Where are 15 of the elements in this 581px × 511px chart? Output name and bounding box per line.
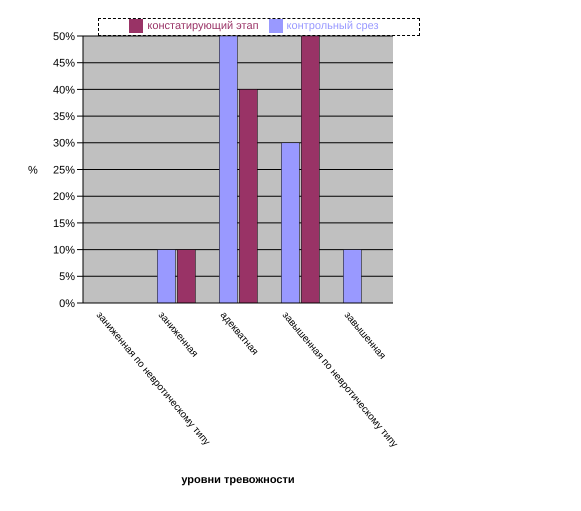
- legend-label: контрольный срез: [286, 20, 379, 32]
- y-tick-label: 35%: [52, 111, 76, 124]
- y-tick-label: 5%: [59, 271, 76, 284]
- y-tick-label: 20%: [52, 191, 76, 204]
- y-tick-label: 0%: [59, 298, 76, 310]
- y-axis-title: %: [28, 164, 38, 176]
- y-tick-label: 30%: [52, 138, 76, 150]
- y-tick-label: 45%: [52, 58, 76, 70]
- y-tick-label: 50%: [52, 30, 76, 43]
- y-tick-label: 40%: [52, 84, 76, 96]
- y-tick-label: 10%: [52, 244, 76, 257]
- y-tick-label: 15%: [52, 218, 76, 230]
- x-axis-title: уровни тревожности: [181, 474, 295, 486]
- legend-label: констатирующий этап: [147, 20, 259, 32]
- y-tick-label: 25%: [52, 164, 76, 176]
